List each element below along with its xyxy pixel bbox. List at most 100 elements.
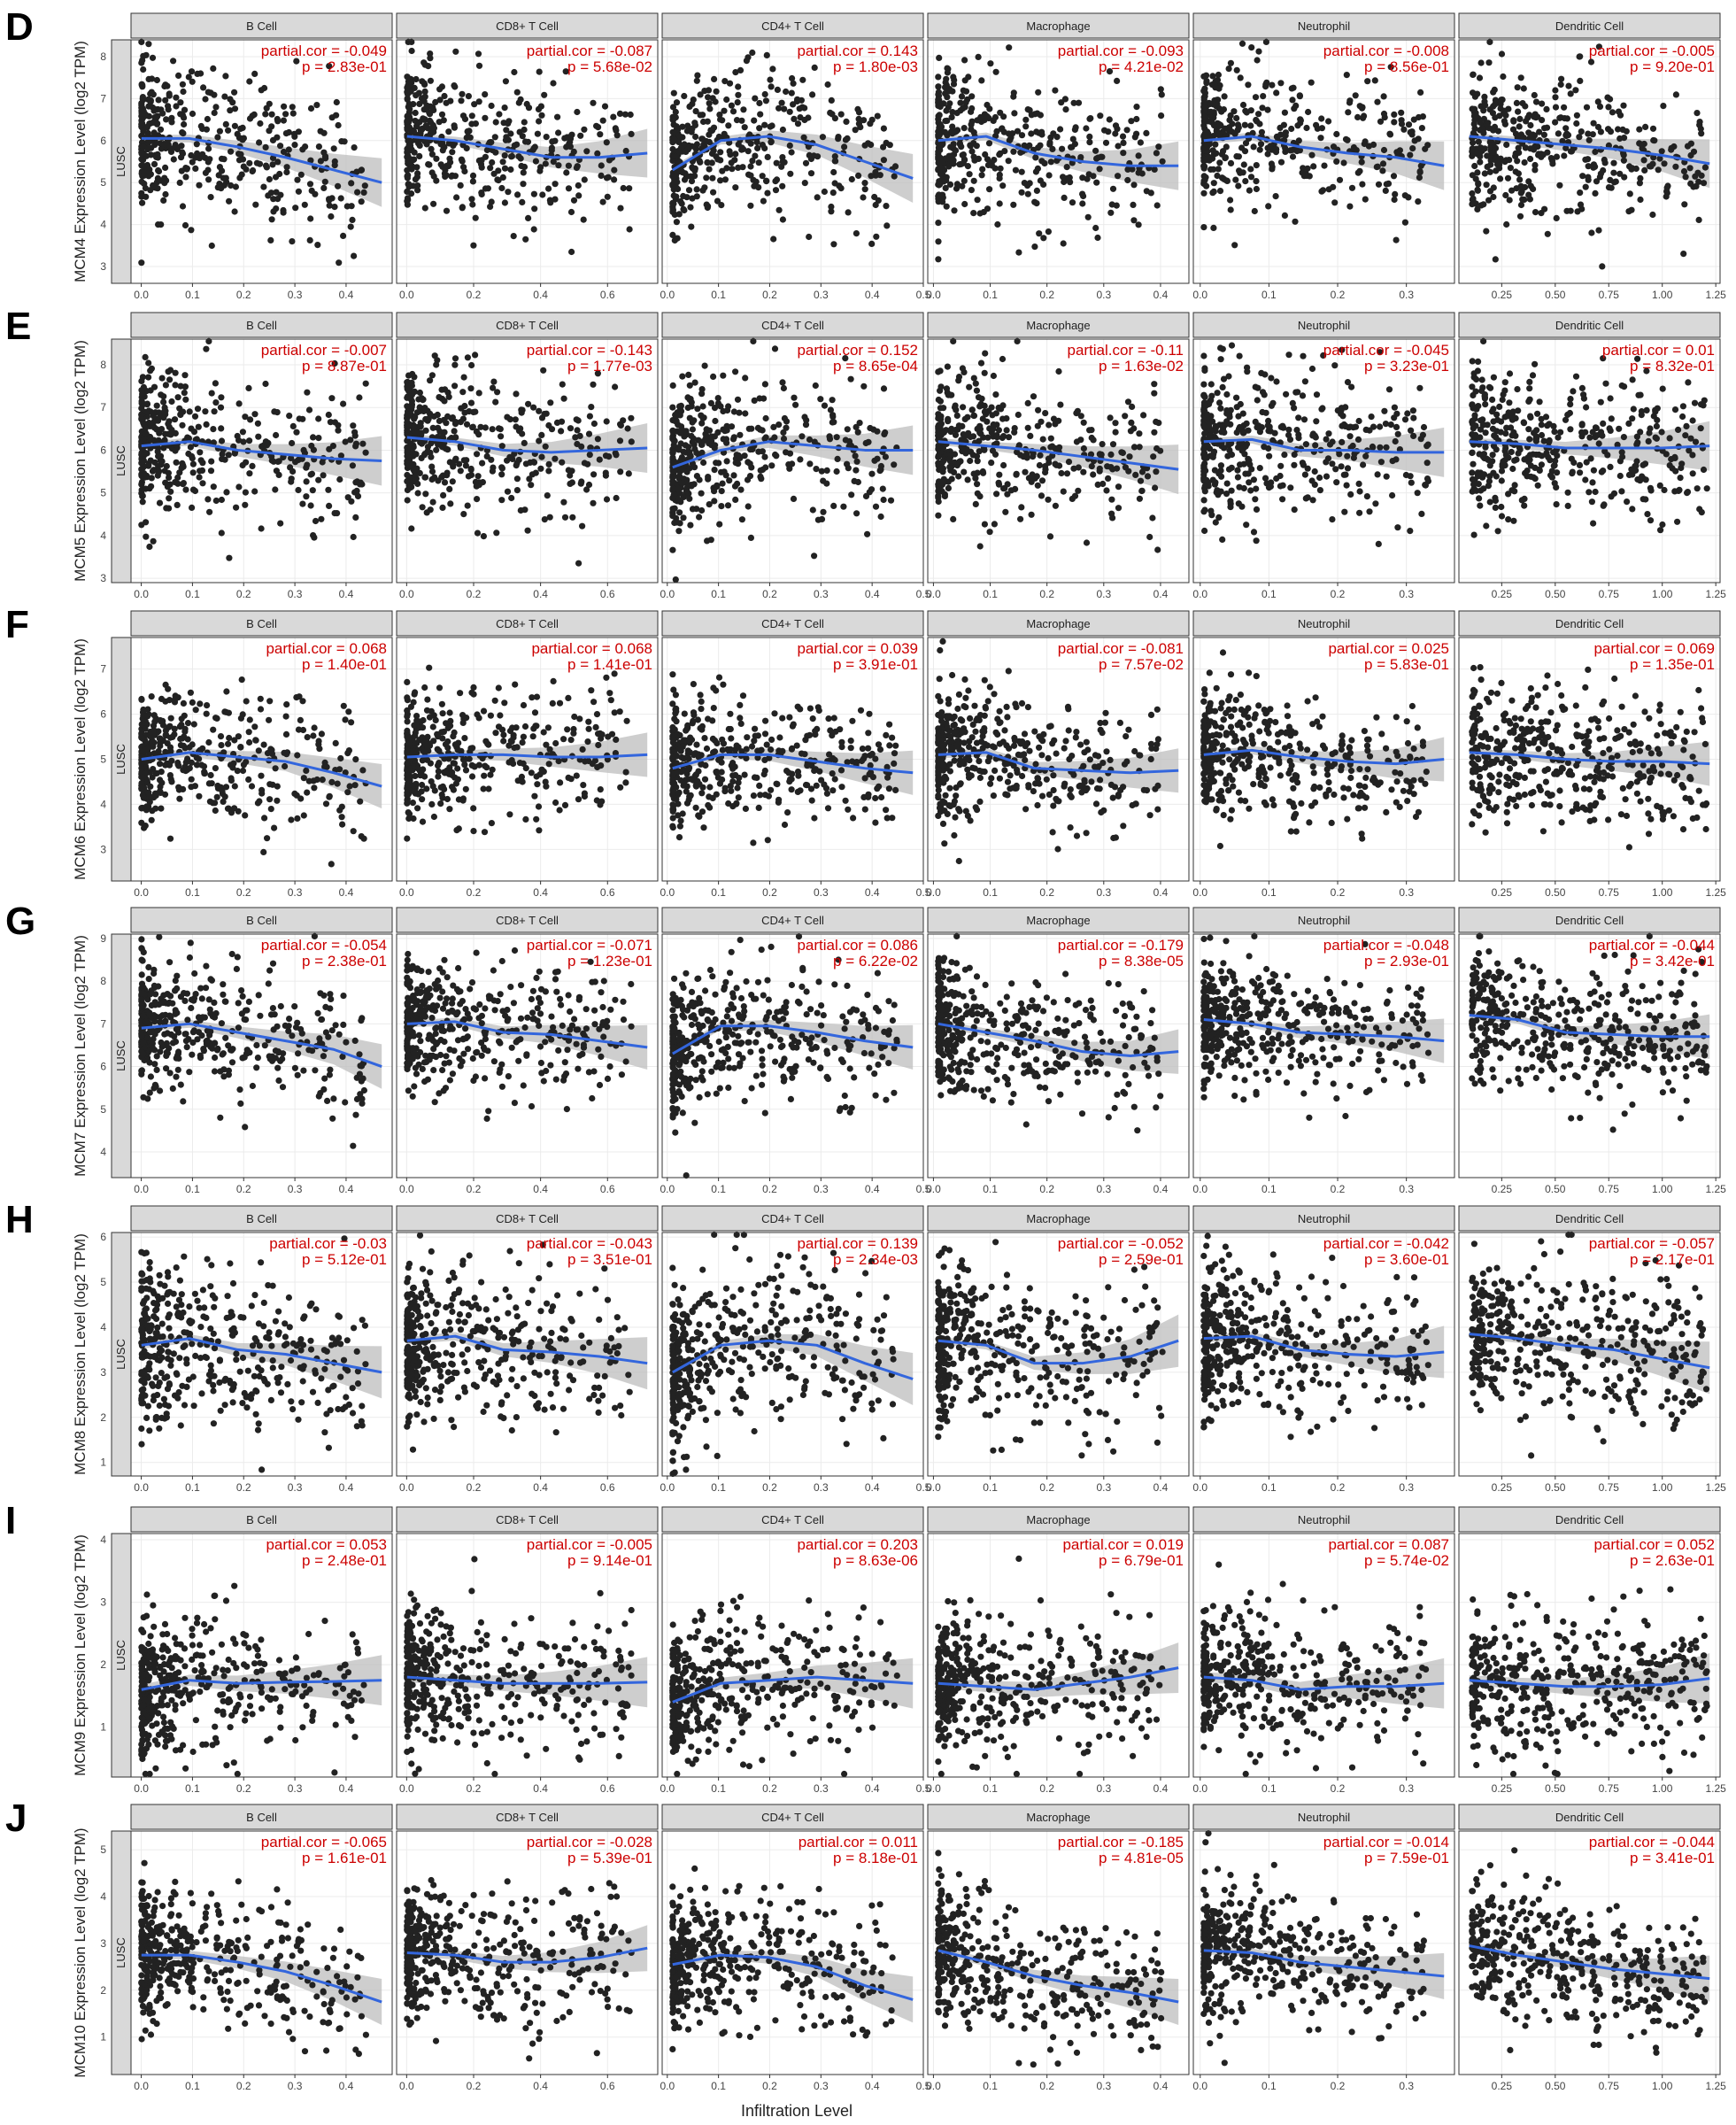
data-point — [1637, 196, 1644, 204]
data-point — [990, 372, 997, 380]
data-point — [1151, 381, 1158, 388]
data-point — [1032, 154, 1039, 161]
data-point — [331, 204, 338, 211]
data-point — [731, 157, 738, 164]
data-point — [1018, 504, 1025, 511]
data-point — [583, 148, 590, 155]
x-tick-label: 0.4 — [533, 588, 548, 600]
data-point — [697, 112, 704, 119]
data-point — [150, 413, 157, 420]
data-point — [771, 345, 779, 352]
partial-cor-label: partial.cor = -0.049 — [261, 42, 387, 59]
data-point — [1034, 422, 1041, 429]
data-point — [555, 162, 562, 169]
data-point — [1371, 77, 1378, 84]
data-point — [438, 386, 445, 393]
data-point — [1046, 533, 1054, 540]
data-point — [1632, 165, 1640, 173]
data-point — [1099, 441, 1106, 448]
x-tick-label: 0.1 — [711, 588, 726, 600]
data-point — [1065, 459, 1073, 466]
data-point — [1687, 180, 1694, 187]
data-point — [531, 143, 538, 151]
partial-cor-label: partial.cor = -0.093 — [1058, 42, 1184, 59]
data-point — [1418, 125, 1425, 132]
data-point — [1107, 414, 1114, 421]
data-point — [1001, 484, 1008, 492]
data-point — [440, 416, 448, 423]
data-point — [1647, 163, 1655, 170]
data-point — [326, 502, 333, 510]
data-point — [1304, 165, 1311, 172]
data-point — [536, 437, 543, 444]
p-value-label: p = 8.87e-01 — [302, 358, 387, 375]
data-point — [423, 141, 430, 148]
data-point — [439, 504, 446, 512]
data-point — [516, 128, 523, 135]
data-point — [749, 158, 756, 165]
data-point — [935, 112, 942, 120]
data-point — [1538, 151, 1545, 158]
data-point — [993, 434, 1000, 441]
data-point — [1519, 196, 1526, 203]
data-point — [475, 62, 483, 69]
data-point — [409, 449, 417, 456]
data-point — [147, 421, 155, 429]
data-point — [837, 111, 845, 118]
data-point — [1391, 196, 1398, 204]
data-point — [718, 503, 725, 510]
x-tick-label: 0.2 — [1331, 588, 1346, 600]
data-point — [307, 104, 315, 112]
data-point — [1033, 200, 1040, 207]
data-point — [1510, 517, 1517, 524]
data-point — [1122, 464, 1129, 471]
x-tick-label: 0.6 — [600, 289, 615, 301]
data-point — [258, 525, 265, 532]
data-point — [1133, 115, 1140, 123]
data-point — [1552, 119, 1559, 126]
data-point — [754, 144, 761, 151]
data-point — [545, 468, 552, 475]
data-point — [952, 431, 960, 438]
data-point — [806, 460, 814, 468]
data-point — [768, 462, 775, 469]
data-point — [1127, 428, 1134, 435]
data-point — [145, 374, 152, 381]
data-point — [793, 97, 801, 104]
data-point — [1240, 161, 1247, 168]
data-point — [1478, 127, 1485, 134]
data-point — [549, 138, 556, 145]
data-point — [670, 458, 677, 465]
data-point — [698, 135, 706, 143]
data-point — [1696, 119, 1703, 126]
data-point — [1005, 434, 1013, 441]
data-point — [352, 514, 359, 522]
data-point — [1374, 471, 1381, 478]
data-point — [612, 383, 619, 390]
data-point — [1331, 199, 1339, 206]
data-point — [967, 433, 974, 441]
data-point — [1225, 66, 1232, 73]
data-point — [883, 203, 890, 210]
partial-cor-label: partial.cor = -0.045 — [1323, 342, 1449, 359]
data-point — [978, 172, 985, 179]
data-point — [521, 119, 528, 126]
data-point — [1119, 133, 1127, 140]
data-point — [1112, 420, 1119, 427]
data-point — [599, 117, 606, 124]
data-point — [1233, 394, 1240, 401]
data-point — [1073, 438, 1080, 445]
data-point — [721, 107, 728, 114]
data-point — [698, 390, 706, 398]
data-point — [1564, 132, 1572, 139]
data-point — [775, 104, 783, 112]
data-point — [1028, 130, 1035, 137]
data-point — [686, 103, 693, 110]
data-point — [1219, 536, 1226, 544]
data-point — [757, 473, 764, 481]
data-point — [1289, 97, 1296, 104]
data-point — [624, 425, 631, 432]
data-point — [319, 459, 326, 466]
data-point — [772, 178, 779, 185]
data-point — [1623, 128, 1630, 135]
